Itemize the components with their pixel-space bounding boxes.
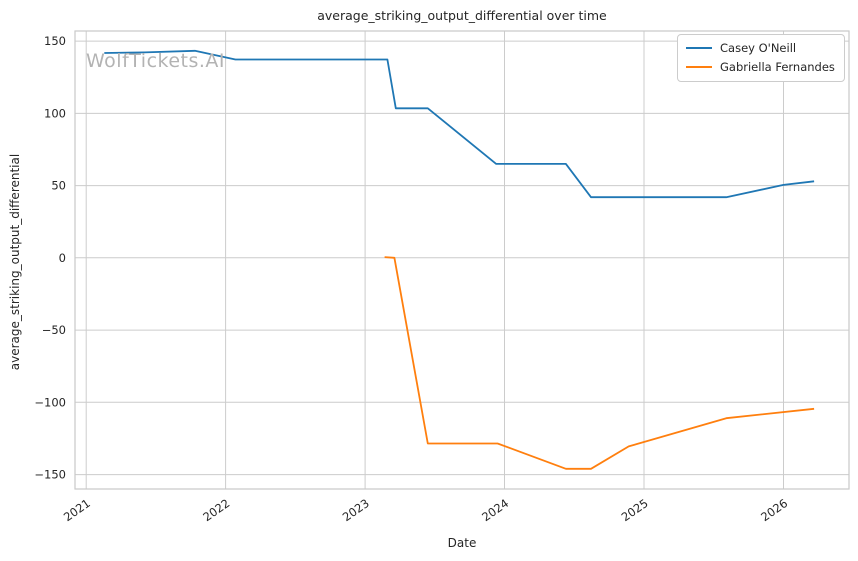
y-tick-label: −150 bbox=[34, 468, 66, 482]
legend: Casey O'Neill Gabriella Fernandes bbox=[677, 34, 845, 82]
legend-label: Casey O'Neill bbox=[720, 41, 797, 55]
legend-line-swatch bbox=[686, 47, 712, 49]
y-tick-label: −50 bbox=[42, 323, 66, 337]
chart-title: average_striking_output_differential ove… bbox=[317, 8, 607, 23]
x-tick-label: 2026 bbox=[758, 496, 790, 524]
y-tick-label: 150 bbox=[44, 34, 66, 48]
x-tick-label: 2021 bbox=[61, 496, 93, 524]
y-tick-label: −100 bbox=[34, 395, 66, 409]
legend-label: Gabriella Fernandes bbox=[720, 60, 835, 74]
legend-item: Gabriella Fernandes bbox=[686, 59, 835, 75]
y-tick-label: 50 bbox=[51, 179, 66, 193]
x-axis-label: Date bbox=[447, 536, 477, 550]
x-tick-label: 2025 bbox=[619, 496, 651, 524]
y-tick-label: 0 bbox=[59, 251, 66, 265]
watermark: WolfTickets.AI bbox=[86, 50, 226, 72]
series-line-1 bbox=[384, 256, 815, 470]
x-tick-label: 2023 bbox=[340, 496, 372, 524]
series-line-0 bbox=[104, 49, 815, 199]
x-tick-label: 2022 bbox=[200, 496, 232, 524]
legend-line-swatch bbox=[686, 66, 712, 68]
x-tick-label: 2024 bbox=[479, 496, 511, 524]
y-axis-label: average_striking_output_differential bbox=[8, 153, 22, 371]
y-tick-label: 100 bbox=[44, 106, 66, 120]
plot-border bbox=[74, 30, 850, 490]
legend-item: Casey O'Neill bbox=[686, 40, 835, 56]
